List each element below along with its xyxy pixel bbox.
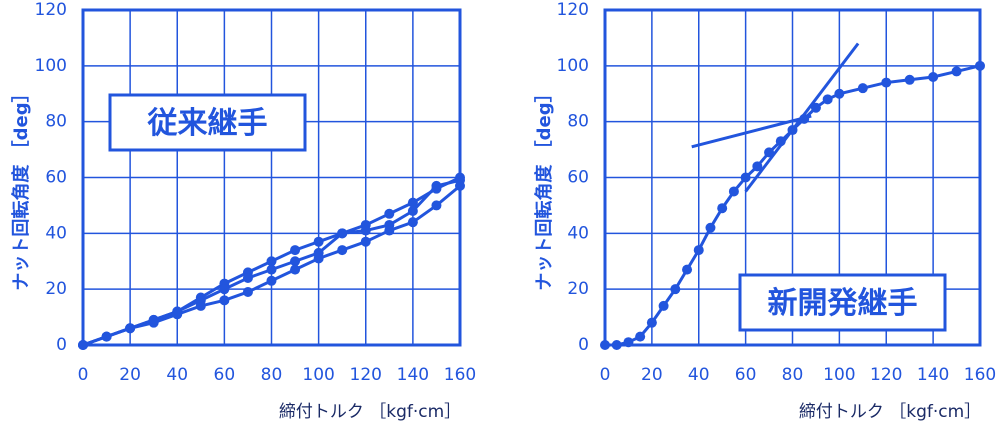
point (717, 203, 728, 214)
x-tick-label: 80 (261, 365, 283, 385)
point (384, 208, 395, 219)
point (693, 245, 704, 256)
y-tick-label: 0 (56, 335, 67, 355)
x-tick-label: 40 (166, 365, 188, 385)
point (407, 197, 418, 208)
y-tick-label: 40 (45, 223, 67, 243)
point (834, 88, 845, 99)
point (670, 284, 681, 295)
y-tick-label: 60 (45, 168, 67, 188)
point (290, 256, 301, 267)
y-tick-label: 60 (567, 168, 589, 188)
point (290, 245, 301, 256)
y-tick-label: 120 (557, 0, 589, 20)
y-tick-label: 40 (567, 223, 589, 243)
point (242, 273, 253, 283)
point (266, 275, 277, 286)
point (125, 323, 136, 334)
point (337, 245, 348, 256)
point (219, 295, 230, 306)
point (148, 317, 159, 328)
y-tick-label: 100 (557, 56, 589, 76)
point (266, 264, 277, 275)
point (242, 286, 253, 297)
point (431, 200, 442, 211)
x-axis-title: 締付トルク ［kgf·cm］ (799, 402, 981, 422)
x-tick-label: 20 (641, 365, 663, 385)
x-tick-label: 60 (735, 365, 757, 385)
annotation: 従来継手 (147, 106, 268, 141)
point (360, 225, 371, 236)
point (635, 331, 646, 342)
point (313, 236, 324, 247)
point (384, 225, 395, 236)
point (658, 300, 669, 311)
point (928, 72, 939, 82)
point (881, 77, 892, 88)
point (740, 172, 751, 183)
x-tick-label: 60 (214, 365, 236, 385)
point (219, 284, 230, 295)
point (857, 83, 868, 94)
point (646, 317, 657, 328)
point (951, 66, 962, 77)
point (172, 309, 183, 320)
point (611, 340, 622, 350)
y-tick-label: 80 (45, 112, 67, 132)
point (337, 228, 348, 239)
y-tick-label: 0 (578, 335, 589, 355)
point (904, 74, 915, 85)
x-tick-label: 140 (397, 365, 429, 385)
point (455, 180, 465, 191)
x-tick-label: 100 (823, 365, 855, 385)
point (600, 340, 610, 350)
series-line (691, 114, 812, 149)
x-tick-label: 100 (302, 365, 334, 385)
point (78, 340, 88, 350)
series-line (744, 42, 860, 193)
point (752, 161, 763, 172)
x-tick-label: 160 (444, 365, 476, 385)
y-tick-label: 120 (35, 0, 67, 20)
x-axis-title: 締付トルク ［kgf·cm］ (279, 402, 461, 422)
x-tick-label: 120 (870, 365, 902, 385)
x-tick-label: 160 (964, 365, 996, 385)
y-tick-label: 20 (567, 279, 589, 299)
x-tick-label: 40 (688, 365, 710, 385)
y-tick-label: 100 (35, 56, 67, 76)
annotation-box (738, 273, 947, 332)
x-tick-label: 0 (78, 365, 89, 385)
plot-frame (603, 8, 982, 347)
point (975, 60, 985, 71)
point (101, 331, 112, 342)
y-axis-title: ナット回転角度 ［deg］ (533, 84, 555, 290)
annotation: 新開発継手 (768, 286, 918, 321)
point (360, 236, 371, 247)
point (705, 222, 716, 233)
y-tick-label: 80 (567, 112, 589, 132)
point (195, 300, 206, 311)
point (431, 180, 442, 191)
x-tick-label: 140 (917, 365, 949, 385)
x-tick-label: 120 (350, 365, 382, 385)
point (728, 186, 739, 197)
point (623, 337, 634, 348)
y-tick-label: 20 (45, 279, 67, 299)
point (313, 253, 324, 264)
y-axis-title: ナット回転角度 ［deg］ (10, 84, 32, 290)
x-tick-label: 80 (782, 365, 804, 385)
annotation-box (108, 93, 307, 152)
x-tick-label: 0 (600, 365, 611, 385)
point (266, 256, 277, 267)
point (822, 94, 833, 105)
point (682, 264, 693, 275)
x-tick-label: 20 (119, 365, 141, 385)
point (407, 217, 418, 228)
point (290, 264, 301, 275)
point (810, 102, 821, 113)
point (407, 206, 418, 216)
